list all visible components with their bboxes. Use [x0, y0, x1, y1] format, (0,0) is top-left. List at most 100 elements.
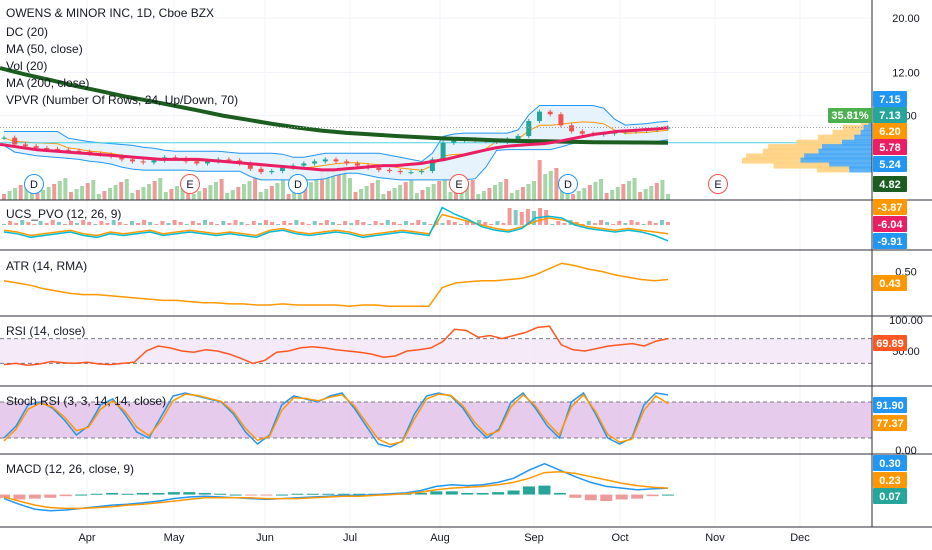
candle-body [269, 171, 275, 173]
legend-item: VPVR (Number Of Rows, 24, Up/Down, 70) [6, 93, 238, 107]
volume-bar [197, 191, 202, 200]
pvo-histogram-bar [20, 220, 25, 225]
pvo-histogram-bar [288, 223, 293, 225]
volume-bar [68, 192, 73, 200]
macd-histogram-bar [245, 494, 258, 496]
pvo-histogram-bar [56, 222, 61, 225]
candle-body [55, 148, 61, 150]
pvo-histogram-bar [184, 224, 189, 225]
price-badge-text: 5.24 [879, 159, 901, 171]
pvo-histogram-bar [245, 224, 250, 225]
macd-histogram-bar [136, 492, 149, 495]
indicator-title: RSI (14, close) [6, 324, 85, 338]
candle-body [526, 121, 532, 137]
price-badge [873, 91, 907, 107]
pvo-histogram-bar [99, 221, 104, 225]
pvo-histogram-bar [44, 223, 49, 225]
vpvr-up-bar [829, 162, 872, 169]
pvo-histogram-bar [166, 223, 171, 225]
volume-bar [604, 193, 609, 200]
candle-body [258, 168, 264, 173]
pvo-histogram-bar [367, 224, 372, 225]
pvo-histogram-bar [586, 221, 591, 225]
price-badge [873, 139, 907, 155]
macd-histogram-bar [28, 494, 41, 499]
candle-body [354, 163, 360, 166]
candle-body [22, 144, 28, 147]
pvo-histogram-bar [270, 222, 275, 225]
volume-bar [615, 187, 620, 200]
earnings-marker [180, 174, 200, 194]
volume-bar [381, 194, 386, 200]
marker-label: D [30, 179, 38, 191]
earnings-marker [708, 174, 728, 194]
price-badge-text: -3.87 [877, 202, 902, 214]
volume-bar [392, 188, 397, 200]
price-badge-text: 69.89 [876, 338, 904, 350]
vpvr-up-bar [800, 157, 872, 164]
pvo-histogram-bar [142, 220, 147, 225]
indicator-tick-label: 0.00 [895, 445, 916, 457]
pvo-histogram-bar [440, 223, 445, 225]
volume-bar [247, 181, 252, 200]
pvo-histogram-bar [129, 221, 134, 225]
price-badge [873, 472, 907, 488]
vpvr-down-bar [773, 162, 830, 169]
candle-body [579, 131, 585, 134]
candle-body [333, 159, 339, 162]
pvo-histogram-bar [343, 221, 348, 225]
pvo-histogram-bar [38, 221, 43, 225]
dividend-marker [558, 174, 578, 194]
volume-bar [442, 178, 447, 200]
volume-bar [487, 188, 492, 200]
price-badge-text: 91.90 [876, 400, 904, 412]
volume-bar [169, 189, 174, 200]
marker-label: E [714, 179, 721, 191]
pane-titles: OWENS & MINOR INC, 1D, Cboe BZX DC (20) MA… [6, 6, 238, 476]
volume-bar [431, 184, 436, 200]
pvo-histogram-bar [160, 221, 165, 225]
pvo-histogram-bar [562, 223, 567, 225]
pvo-histogram-bar [580, 224, 585, 225]
volume-bar [398, 185, 403, 200]
macd-histogram-bar [353, 493, 366, 495]
pvo-histogram-bar [81, 220, 86, 225]
pvo-histogram-bar [428, 224, 433, 225]
price-badge [873, 488, 907, 504]
volume-bar [7, 191, 12, 200]
volume-bar [554, 168, 559, 200]
donchian-upper-line [4, 105, 669, 163]
price-badge [873, 455, 907, 471]
pvo-histogram-bar [598, 220, 603, 225]
candle-body [344, 161, 350, 164]
pvo-histogram-bar [635, 222, 640, 225]
volume-bar [375, 180, 380, 200]
legend-item: Vol (20) [6, 59, 47, 73]
price-tick-label: 12.00 [892, 67, 920, 79]
pvo-histogram-bar [659, 220, 664, 225]
volume-bar [359, 189, 364, 200]
volume-bar [509, 193, 514, 200]
price-badge [873, 156, 907, 172]
volume-bar [74, 189, 79, 200]
pvo-histogram-bar [239, 222, 244, 225]
macd-histogram-bar [492, 492, 505, 495]
vpvr-up-bar [821, 144, 872, 151]
marker-label: D [294, 179, 302, 191]
volume-bar [13, 188, 18, 200]
volume-bar [353, 192, 358, 200]
volume-bar [448, 192, 453, 200]
price-badge [873, 415, 907, 431]
x-tick-label: Jun [256, 532, 274, 544]
volume-bar [498, 182, 503, 200]
x-tick-label: Jul [343, 532, 357, 544]
indicator-band [0, 402, 872, 438]
candle-body [44, 147, 50, 149]
price-badge [873, 335, 907, 351]
pvo-histogram-bar [641, 224, 646, 225]
macd-histogram-bar [214, 493, 227, 495]
volume-bar [571, 194, 576, 200]
volume-bar [202, 188, 207, 200]
pvo-histogram-bar [391, 222, 396, 225]
